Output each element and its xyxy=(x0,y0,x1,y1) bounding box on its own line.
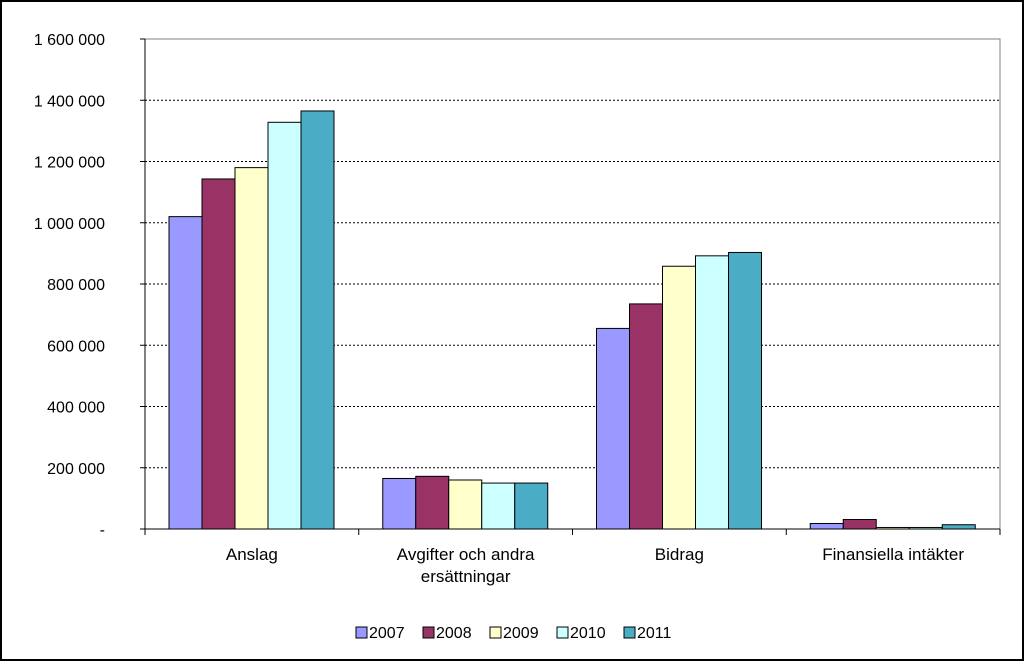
bar-2007-1 xyxy=(382,477,417,530)
legend-swatch-2009 xyxy=(489,626,502,639)
bar-2009-1 xyxy=(448,479,483,530)
bar-2011-3 xyxy=(941,524,976,530)
bar-2007-3 xyxy=(809,522,844,530)
legend-swatch-2007 xyxy=(355,626,368,639)
legend-swatch-2008 xyxy=(422,626,435,639)
legend-label-2009: 2009 xyxy=(503,625,539,642)
bar-2011-0 xyxy=(300,110,335,530)
bar-2010-1 xyxy=(481,482,516,530)
legend-label-2011: 2011 xyxy=(637,625,672,642)
bar-2008-3 xyxy=(842,519,877,530)
bar-2009-2 xyxy=(662,265,696,530)
x-category-label: Bidrag xyxy=(655,545,704,564)
x-category-label: ersättningar xyxy=(421,567,511,586)
legend-label-2010: 2010 xyxy=(570,625,606,642)
y-tick-label: 1 600 000 xyxy=(34,32,105,49)
y-tick-label: 400 000 xyxy=(47,400,105,417)
x-category-label: Finansiella intäkter xyxy=(822,545,964,564)
x-axis-category-labels: Anslag Avgifter och andra ersättningar Bidr… xyxy=(226,545,964,586)
y-tick-label: 800 000 xyxy=(47,277,105,294)
axes xyxy=(140,38,1001,535)
bars xyxy=(168,110,976,530)
bar-2009-0 xyxy=(234,167,269,530)
y-tick-label: 600 000 xyxy=(47,338,105,355)
bar-2010-0 xyxy=(267,121,302,530)
legend: 2007 2008 2009 2010 2011 xyxy=(355,625,672,642)
bar-2011-1 xyxy=(514,482,549,530)
bar-2008-2 xyxy=(629,303,663,530)
legend-label-2008: 2008 xyxy=(436,625,472,642)
y-axis-tick-labels: - 200 000 400 000 600 000 800 000 1 000 000 1 … xyxy=(34,32,105,539)
bar-2008-1 xyxy=(415,475,450,530)
x-category-label: Avgifter och andra xyxy=(397,545,535,564)
y-tick-label: 1 000 000 xyxy=(34,216,105,233)
x-category-label: Anslag xyxy=(226,545,278,564)
bar-2011-2 xyxy=(728,251,762,530)
y-tick-label: 1 200 000 xyxy=(34,155,105,172)
legend-label-2007: 2007 xyxy=(369,625,405,642)
bar-2007-2 xyxy=(596,327,630,530)
y-tick-label: - xyxy=(100,522,105,539)
bar-2010-2 xyxy=(695,255,729,530)
y-tick-label: 1 400 000 xyxy=(34,93,105,110)
legend-swatch-2011 xyxy=(623,626,636,639)
legend-swatch-2010 xyxy=(556,626,569,639)
y-tick-label: 200 000 xyxy=(47,461,105,478)
bar-2007-0 xyxy=(168,216,203,530)
bar-2008-0 xyxy=(201,178,236,530)
